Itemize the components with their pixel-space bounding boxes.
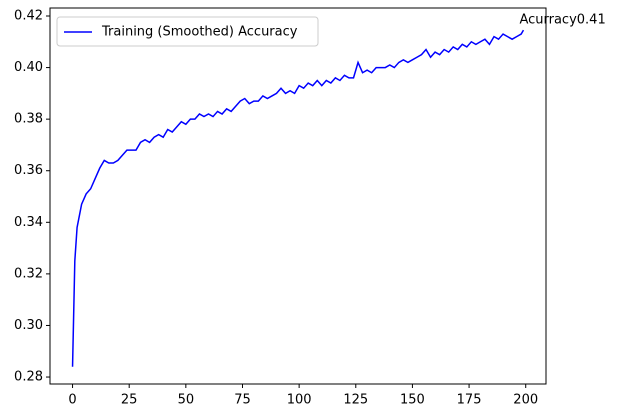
y-tick-label: 0.36 [14, 163, 43, 178]
x-tick-label: 50 [178, 393, 195, 408]
data-line [71, 29, 525, 367]
y-tick-label: 0.42 [14, 8, 43, 23]
annotation: Acurracy0.41 [519, 13, 605, 28]
x-tick-label: 25 [121, 393, 138, 408]
x-tick-label: 125 [343, 393, 368, 408]
y-tick-label: 0.30 [14, 318, 43, 333]
x-tick-label: 150 [400, 393, 425, 408]
y-tick-label: 0.38 [14, 112, 43, 127]
legend-box [56, 16, 319, 47]
y-tick-label: 0.34 [14, 215, 43, 230]
x-tick-label: 0 [68, 393, 76, 408]
y-tick-label: 0.28 [14, 370, 43, 385]
y-tick-label: 0.40 [14, 60, 43, 75]
x-tick-label: 75 [234, 393, 251, 408]
plot-frame [49, 7, 547, 385]
legend-label: Training (Smoothed) Accuracy [101, 25, 298, 40]
y-tick-label: 0.32 [14, 266, 43, 281]
x-tick-label: 175 [457, 393, 482, 408]
x-tick-label: 200 [513, 393, 538, 408]
x-tick-label: 100 [287, 393, 312, 408]
